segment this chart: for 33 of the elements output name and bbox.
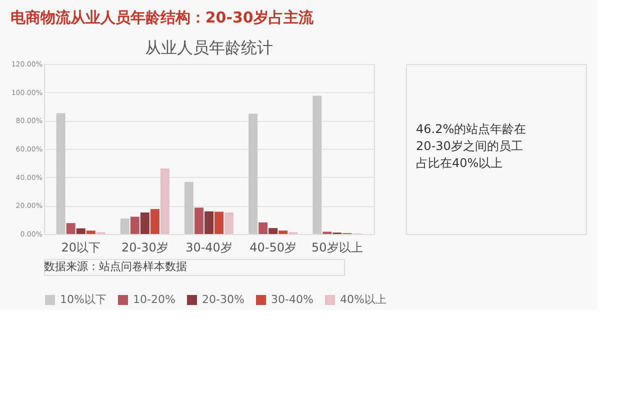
bar (160, 168, 170, 234)
bar (130, 216, 140, 234)
legend-label: 20-30% (202, 293, 244, 306)
bar (248, 114, 258, 234)
text: 46.2%的站点年龄在20-30岁之间的员工占比在40%以上 (416, 122, 526, 170)
x-tick-label: 40-50岁 (250, 240, 297, 254)
x-tick-label: 20以下 (61, 240, 100, 254)
bar (76, 228, 86, 234)
bar (120, 218, 130, 234)
bar (56, 113, 66, 234)
bar (66, 223, 76, 234)
bar (214, 212, 224, 234)
legend-label: 30-40% (271, 293, 314, 306)
bar (268, 228, 278, 234)
source-note: 数据来源：站点问卷样本数据 (44, 260, 187, 273)
legend-label: 10-20% (133, 293, 176, 306)
bar (194, 208, 204, 234)
chart-subtitle: 从业人员年龄统计 (145, 38, 273, 57)
bar (204, 211, 214, 234)
bar (150, 209, 160, 234)
bar (224, 212, 234, 234)
x-tick-label: 50岁以上 (312, 240, 363, 254)
x-tick-label: 30-40岁 (186, 240, 232, 254)
x-tick-label: 20-30岁 (121, 240, 168, 254)
legend-label: 40%以上 (340, 293, 386, 306)
bar (86, 230, 96, 234)
bar (278, 230, 288, 234)
bar (312, 96, 322, 234)
bar (140, 212, 150, 234)
legend-label: 10%以下 (60, 293, 106, 306)
chart-title: 电商物流从业人员年龄结构：20-30岁占主流 (10, 8, 314, 26)
bar (258, 222, 268, 234)
bar (184, 182, 194, 234)
